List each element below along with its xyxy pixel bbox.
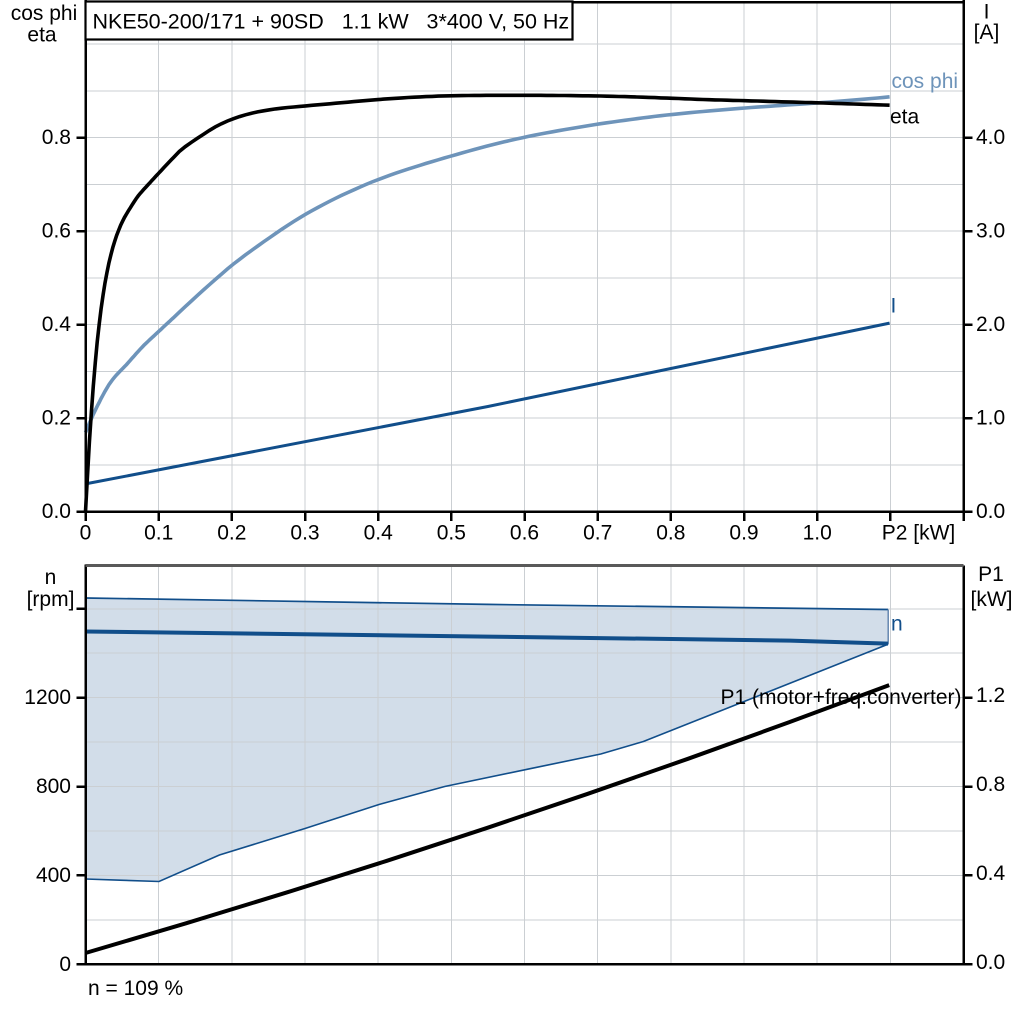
- svg-text:0.0: 0.0: [976, 951, 1005, 974]
- svg-text:0.1: 0.1: [144, 522, 173, 545]
- svg-text:0.8: 0.8: [976, 773, 1005, 796]
- svg-text:1200: 1200: [24, 686, 71, 709]
- svg-text:0.4: 0.4: [42, 313, 72, 336]
- svg-text:1.0: 1.0: [803, 522, 832, 545]
- svg-text:0.9: 0.9: [729, 522, 758, 545]
- svg-text:P2 [kW]: P2 [kW]: [882, 522, 956, 545]
- svg-text:I: I: [984, 1, 990, 24]
- svg-text:I: I: [891, 295, 897, 318]
- svg-text:0.8: 0.8: [42, 126, 71, 149]
- svg-text:eta: eta: [27, 24, 57, 47]
- svg-text:0.2: 0.2: [42, 407, 71, 430]
- svg-text:[kW]: [kW]: [971, 588, 1013, 611]
- svg-text:0.8: 0.8: [656, 522, 685, 545]
- svg-text:0: 0: [80, 522, 92, 545]
- svg-text:3.0: 3.0: [976, 220, 1005, 243]
- svg-text:0.4: 0.4: [976, 862, 1006, 885]
- svg-text:0.0: 0.0: [42, 500, 71, 523]
- svg-text:0.4: 0.4: [364, 522, 394, 545]
- svg-text:0.2: 0.2: [217, 522, 246, 545]
- svg-text:1.0: 1.0: [976, 407, 1005, 430]
- svg-text:[rpm]: [rpm]: [27, 588, 75, 611]
- svg-text:1.2: 1.2: [976, 684, 1005, 707]
- svg-text:0.6: 0.6: [510, 522, 539, 545]
- svg-text:400: 400: [36, 864, 71, 887]
- svg-text:0.7: 0.7: [583, 522, 612, 545]
- svg-text:NKE50-200/171 + 90SD 1.1 kW: NKE50-200/171 + 90SD 1.1 kW 3*400 V, 50 …: [93, 10, 570, 34]
- svg-text:eta: eta: [890, 106, 920, 129]
- svg-text:P1 (motor+freq.converter): P1 (motor+freq.converter): [720, 686, 961, 709]
- svg-text:cos phi: cos phi: [892, 70, 959, 93]
- svg-text:0.5: 0.5: [437, 522, 466, 545]
- svg-text:[A]: [A]: [974, 21, 1000, 44]
- svg-text:cos phi: cos phi: [11, 2, 78, 25]
- svg-text:0: 0: [59, 953, 71, 976]
- svg-text:0.0: 0.0: [976, 500, 1005, 523]
- svg-text:800: 800: [36, 775, 71, 798]
- svg-text:n: n: [45, 566, 57, 589]
- svg-text:0.3: 0.3: [290, 522, 319, 545]
- svg-text:n = 109 %: n = 109 %: [88, 977, 183, 1000]
- svg-text:n: n: [891, 613, 903, 636]
- svg-text:2.0: 2.0: [976, 313, 1005, 336]
- svg-text:4.0: 4.0: [976, 126, 1005, 149]
- svg-text:0.6: 0.6: [42, 220, 71, 243]
- svg-text:P1: P1: [978, 563, 1004, 586]
